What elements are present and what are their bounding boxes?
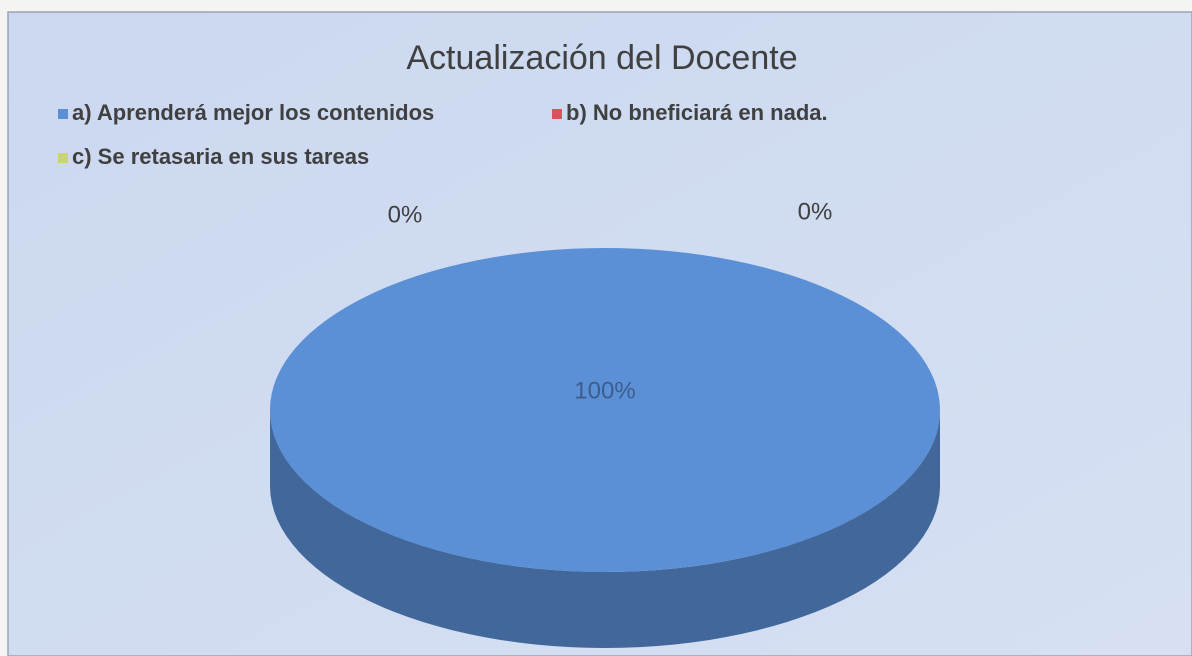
legend-swatch	[552, 109, 562, 119]
legend-swatch	[58, 109, 68, 119]
data-label: 0%	[388, 201, 423, 228]
pie-side	[270, 410, 940, 648]
data-label: 100%	[574, 377, 635, 404]
legend-swatch	[58, 153, 68, 163]
legend-label: c) Se retasaria en sus tareas	[72, 144, 369, 169]
chart-title: Actualización del Docente	[406, 39, 797, 77]
legend-label: b) No bneficiará en nada.	[566, 100, 828, 125]
pie-slice	[270, 248, 940, 572]
data-label: 0%	[798, 198, 833, 225]
legend-label: a) Aprenderá mejor los contenidos	[72, 100, 434, 125]
